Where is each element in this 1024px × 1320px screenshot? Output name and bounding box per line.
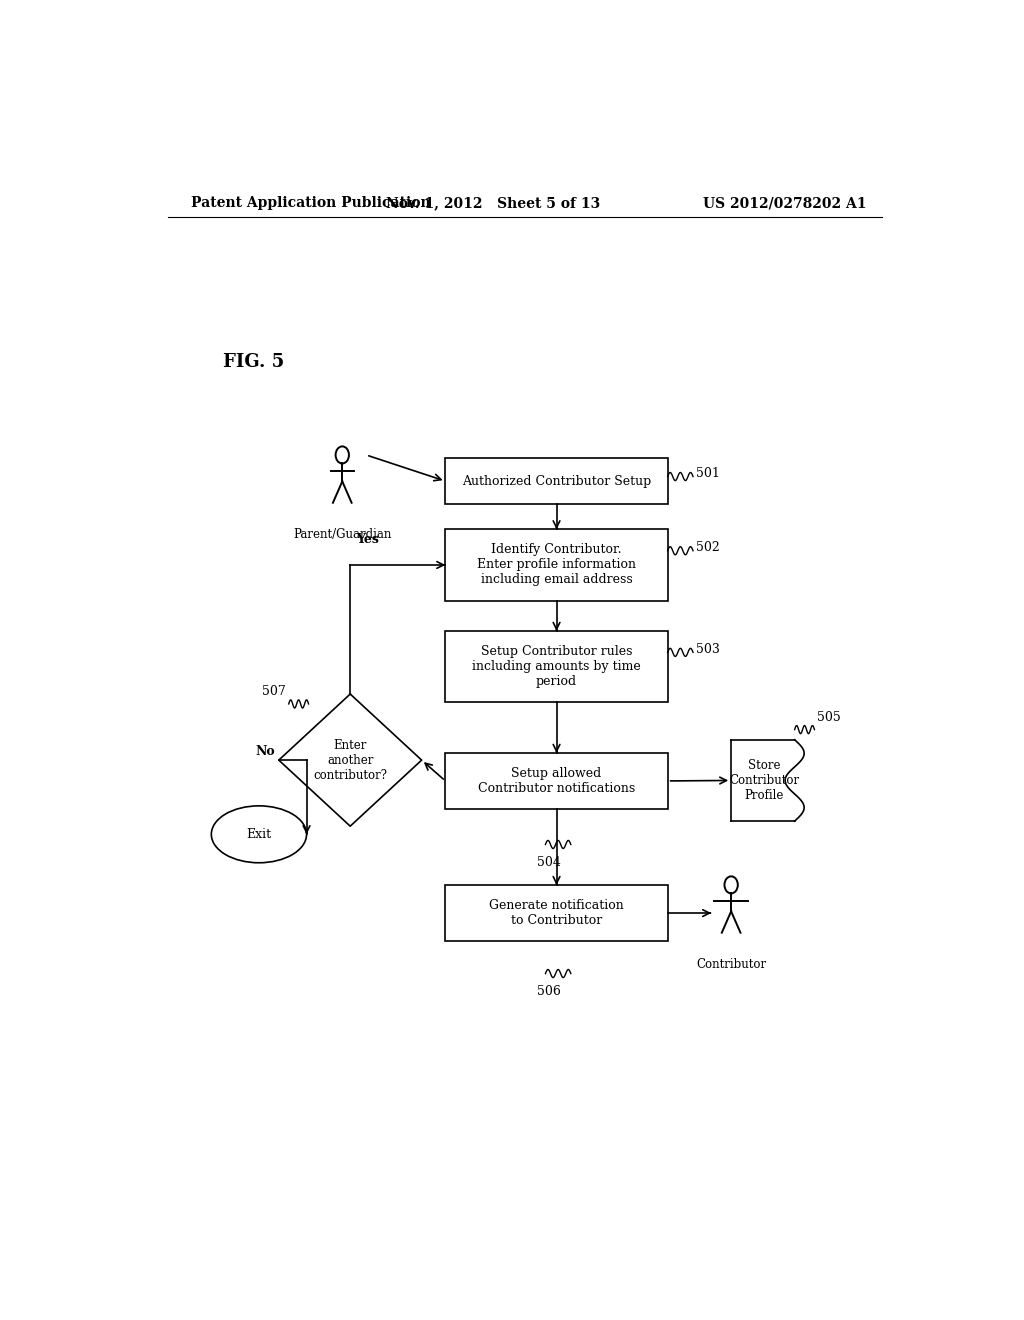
Polygon shape — [279, 694, 422, 826]
Text: Setup Contributor rules
including amounts by time
period: Setup Contributor rules including amount… — [472, 645, 641, 688]
Text: 507: 507 — [262, 685, 286, 698]
Ellipse shape — [211, 805, 306, 863]
Text: Contributor: Contributor — [696, 958, 766, 972]
Text: FIG. 5: FIG. 5 — [223, 352, 285, 371]
Text: Identify Contributor.
Enter profile information
including email address: Identify Contributor. Enter profile info… — [477, 544, 636, 586]
Text: Yes: Yes — [356, 533, 380, 546]
Text: Authorized Contributor Setup: Authorized Contributor Setup — [462, 475, 651, 487]
Text: Parent/Guardian: Parent/Guardian — [293, 528, 391, 541]
Text: Store
Contributor
Profile: Store Contributor Profile — [729, 759, 800, 803]
Text: Setup allowed
Contributor notifications: Setup allowed Contributor notifications — [478, 767, 635, 795]
FancyBboxPatch shape — [445, 631, 668, 702]
Text: US 2012/0278202 A1: US 2012/0278202 A1 — [702, 197, 866, 210]
Text: Enter
another
contributor?: Enter another contributor? — [313, 739, 387, 781]
Text: 501: 501 — [696, 467, 720, 480]
Text: Patent Application Publication: Patent Application Publication — [191, 197, 431, 210]
FancyBboxPatch shape — [445, 886, 668, 941]
Text: 504: 504 — [538, 857, 561, 870]
Text: 503: 503 — [696, 643, 720, 656]
Text: 502: 502 — [696, 541, 720, 554]
FancyBboxPatch shape — [445, 458, 668, 504]
FancyBboxPatch shape — [445, 529, 668, 601]
Text: 505: 505 — [817, 711, 841, 723]
Text: Generate notification
to Contributor: Generate notification to Contributor — [489, 899, 624, 927]
FancyBboxPatch shape — [445, 752, 668, 809]
Text: 506: 506 — [538, 985, 561, 998]
Text: Exit: Exit — [247, 828, 271, 841]
Text: Nov. 1, 2012   Sheet 5 of 13: Nov. 1, 2012 Sheet 5 of 13 — [386, 197, 600, 210]
Text: No: No — [255, 746, 274, 759]
